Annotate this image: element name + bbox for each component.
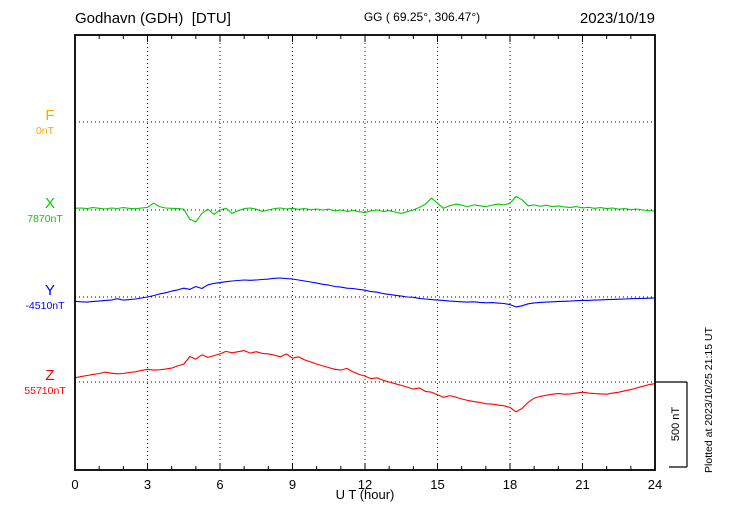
x-tick-label: 3 <box>144 477 151 492</box>
traces-layer <box>74 195 656 413</box>
x-tick-label: 9 <box>289 477 296 492</box>
x-axis-title: U T (hour) <box>336 487 395 502</box>
x-tick-label: 0 <box>71 477 78 492</box>
plotted-at-note: Plotted at 2023/10/25 21:15 UT <box>703 326 715 473</box>
series-baseline-value-X: 7870nT <box>27 213 63 225</box>
series-baseline-value-F: 0nT <box>36 125 55 137</box>
tick-labels-layer: 0 3 6 9 12 15 18 21 24 <box>71 477 662 492</box>
x-tick-label: 12 <box>358 477 372 492</box>
geo-coords: GG ( 69.25°, 306.47°) <box>364 10 480 24</box>
series-letter-F: F <box>45 107 54 124</box>
series-baseline-value-Z: 55710nT <box>24 385 66 397</box>
plot-frame <box>74 34 656 471</box>
scalebar-label: 500 nT <box>670 407 682 442</box>
x-tick-label: 21 <box>575 477 589 492</box>
trace-X <box>74 195 656 223</box>
x-tick-label: 6 <box>216 477 223 492</box>
gridlines-layer <box>75 35 655 470</box>
trace-Z <box>74 350 656 413</box>
trace-Y <box>74 277 656 308</box>
series-letter-X: X <box>45 195 55 212</box>
x-tick-label: 24 <box>648 477 662 492</box>
plot-date: 2023/10/19 <box>580 10 655 27</box>
series-letter-Y: Y <box>45 282 55 299</box>
series-letter-Z: Z <box>45 367 54 384</box>
series-baseline-value-Y: -4510nT <box>25 300 65 312</box>
station-title: Godhavn (GDH) [DTU] <box>75 10 231 27</box>
ticks-layer <box>74 35 656 470</box>
x-tick-label: 18 <box>503 477 517 492</box>
x-tick-label: 15 <box>430 477 444 492</box>
